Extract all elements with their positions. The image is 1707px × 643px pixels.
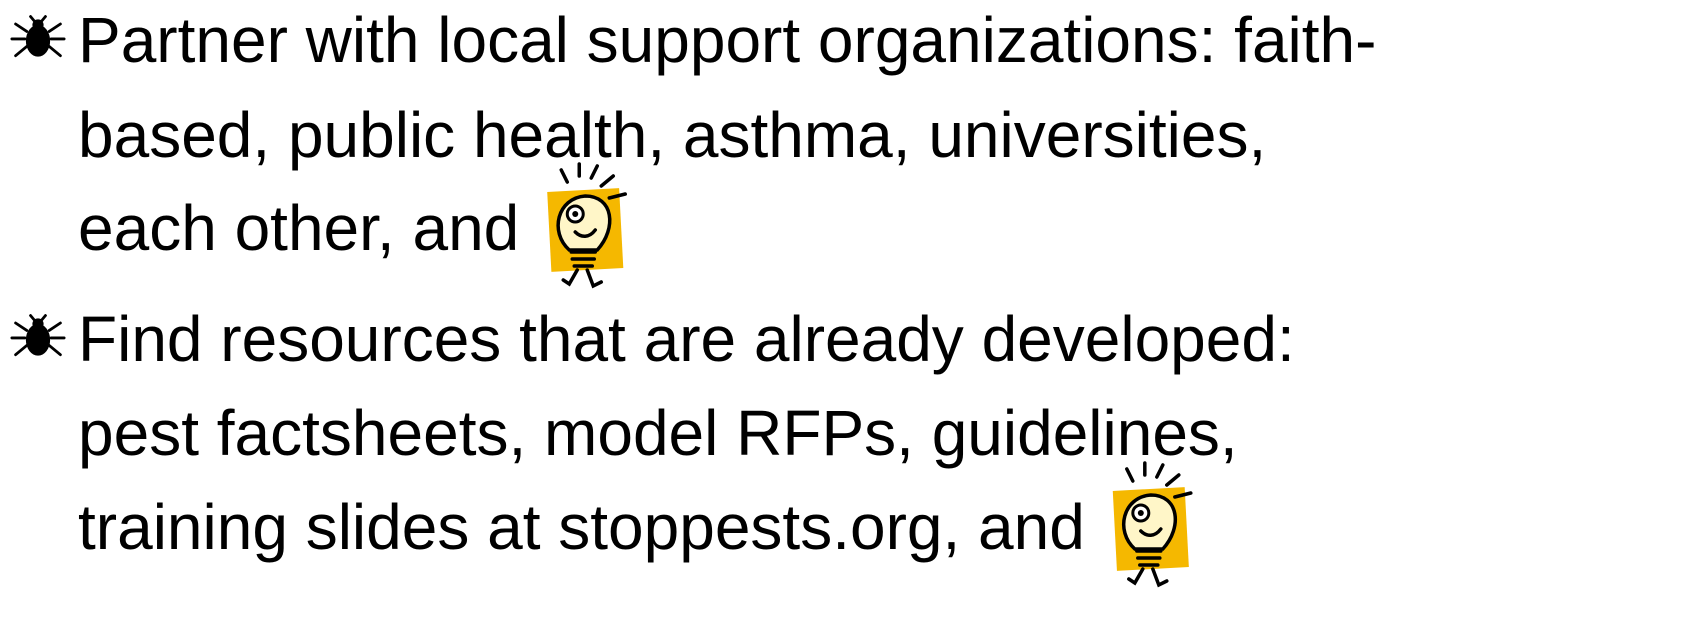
bullet-text-line: Find resources that are already develope… [78,303,1295,375]
bullet-text-line: based, public health, asthma, universiti… [78,99,1266,171]
lightbulb-icon [547,164,625,286]
slide: Partner with local support organizations… [0,0,1707,643]
bullet-icon [12,17,64,57]
bullet-icon [12,316,64,356]
bullet-text-line: each other, and [78,192,519,264]
bullet-text-line: Partner with local support organizations… [78,4,1376,76]
bullet-text-line: pest factsheets, model RFPs, guidelines, [78,397,1238,469]
lightbulb-icon [1113,463,1191,585]
bullet-text-line: training slides at stoppests.org, and [78,491,1085,563]
page: Partner with local support organizations… [0,0,1707,643]
